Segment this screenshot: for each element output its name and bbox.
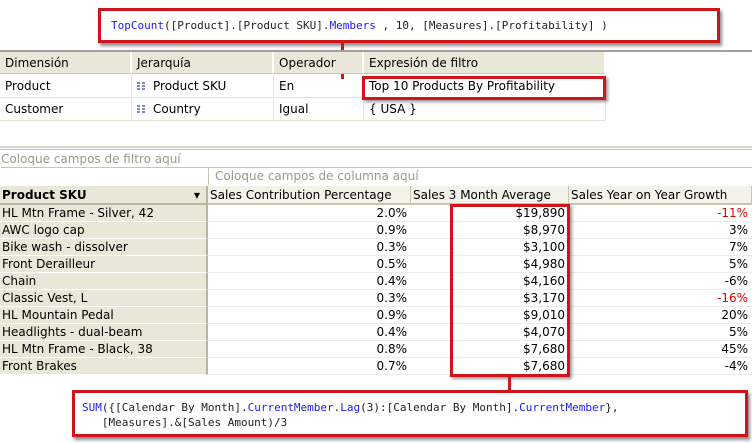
- three-month-average-value: $7,680: [411, 341, 569, 358]
- currentmember-keyword: CurrentMember: [519, 401, 606, 414]
- row-header-product-sku[interactable]: Product SKU ▼: [0, 186, 208, 205]
- yoy-growth-value: 45%: [569, 341, 752, 358]
- header-hierarchy[interactable]: Jerarquía: [132, 52, 274, 74]
- row-label[interactable]: HL Mtn Frame - Black, 38: [0, 341, 208, 358]
- lag-keyword: Lag: [340, 401, 361, 414]
- contribution-value: 0.5%: [208, 256, 411, 273]
- sum-expression-callout: SUM({[Calendar By Month].CurrentMember.L…: [72, 390, 748, 437]
- hierarchy-grid-icon: [137, 82, 145, 91]
- row-header-label: Product SKU: [2, 188, 87, 202]
- dropdown-arrow-icon[interactable]: ▼: [193, 191, 200, 200]
- function-keyword: TopCount: [111, 19, 164, 32]
- contribution-value: 0.9%: [208, 222, 411, 239]
- yoy-growth-value: -4%: [569, 358, 752, 375]
- currentmember-keyword: CurrentMember: [247, 401, 334, 414]
- row-label[interactable]: Front Derailleur: [0, 256, 208, 273]
- three-month-average-value: $8,970: [411, 222, 569, 239]
- divider: [0, 50, 752, 52]
- members-keyword: Members: [329, 19, 376, 32]
- contribution-value: 2.0%: [208, 205, 411, 222]
- contribution-value: 0.3%: [208, 290, 411, 307]
- column-header-contribution[interactable]: Sales Contribution Percentage: [208, 186, 411, 205]
- yoy-growth-value: -16%: [569, 290, 752, 307]
- row2-operator[interactable]: Igual: [274, 98, 364, 121]
- contribution-value: 0.4%: [208, 324, 411, 341]
- average-column-highlight: [450, 204, 570, 377]
- contribution-value: 0.4%: [208, 273, 411, 290]
- yoy-growth-value: 7%: [569, 239, 752, 256]
- row-label[interactable]: Headlights - dual-beam: [0, 324, 208, 341]
- three-month-average-value: $4,980: [411, 256, 569, 273]
- header-dimension[interactable]: Dimensión: [0, 52, 132, 74]
- yoy-growth-value: 5%: [569, 256, 752, 273]
- expression-highlight: [362, 76, 606, 100]
- three-month-average-value: $3,100: [411, 239, 569, 256]
- row-label[interactable]: Chain: [0, 273, 208, 290]
- contribution-value: 0.3%: [208, 239, 411, 256]
- yoy-growth-value: 20%: [569, 307, 752, 324]
- expression-text-line2: [Measures].&[Sales Amount)/3: [82, 416, 288, 429]
- row1-hierarchy[interactable]: Product SKU: [132, 75, 274, 98]
- expression-text: , 10, [Measures].[Profitability] ): [375, 19, 608, 32]
- row-label[interactable]: AWC logo cap: [0, 222, 208, 239]
- expression-text: (3):[Calendar By Month].: [360, 401, 520, 414]
- yoy-growth-value: 5%: [569, 324, 752, 341]
- three-month-average-value: $9,010: [411, 307, 569, 324]
- row1-dimension[interactable]: Product: [0, 75, 132, 98]
- connector-line: [508, 377, 511, 392]
- topcount-expression-callout: TopCount([Product].[Product SKU].Members…: [98, 8, 720, 43]
- header-filter-expression[interactable]: Expresión de filtro: [364, 52, 606, 74]
- row-label[interactable]: Bike wash - dissolver: [0, 239, 208, 256]
- row-label[interactable]: Front Brakes: [0, 358, 208, 375]
- row2-hierarchy[interactable]: Country: [132, 98, 274, 121]
- hierarchy-grid-icon: [137, 105, 145, 114]
- hierarchy-label: Product SKU: [153, 79, 227, 93]
- row-label[interactable]: HL Mtn Frame - Silver, 42: [0, 205, 208, 222]
- expression-text: ({[Calendar By Month].: [101, 401, 248, 414]
- column-header-3-month-average[interactable]: Sales 3 Month Average: [411, 186, 569, 205]
- three-month-average-value: $4,160: [411, 273, 569, 290]
- expression-text: },: [605, 401, 619, 414]
- row2-dimension[interactable]: Customer: [0, 98, 132, 121]
- column-drop-zone[interactable]: Coloque campos de columna aquí: [208, 168, 752, 185]
- row-label[interactable]: HL Mountain Pedal: [0, 307, 208, 324]
- three-month-average-value: $19,890: [411, 205, 569, 222]
- pivot-top-border: [0, 146, 752, 150]
- expression-text: ([Product].[Product SKU].: [163, 19, 330, 32]
- yoy-growth-value: -11%: [569, 205, 752, 222]
- three-month-average-value: $3,170: [411, 290, 569, 307]
- expression-text: .: [333, 401, 341, 414]
- contribution-value: 0.9%: [208, 307, 411, 324]
- row1-operator[interactable]: En: [274, 75, 364, 98]
- contribution-value: 0.7%: [208, 358, 411, 375]
- function-keyword: SUM: [82, 401, 102, 414]
- column-header-yoy-growth[interactable]: Sales Year on Year Growth: [569, 186, 752, 205]
- filter-drop-zone[interactable]: Coloque campos de filtro aquí: [1, 151, 752, 168]
- header-operator[interactable]: Operador: [274, 52, 364, 74]
- three-month-average-value: $4,070: [411, 324, 569, 341]
- contribution-value: 0.8%: [208, 341, 411, 358]
- yoy-growth-value: 3%: [569, 222, 752, 239]
- row-label[interactable]: Classic Vest, L: [0, 290, 208, 307]
- hierarchy-label: Country: [153, 102, 201, 116]
- yoy-growth-value: -6%: [569, 273, 752, 290]
- row2-expression[interactable]: { USA }: [364, 98, 606, 121]
